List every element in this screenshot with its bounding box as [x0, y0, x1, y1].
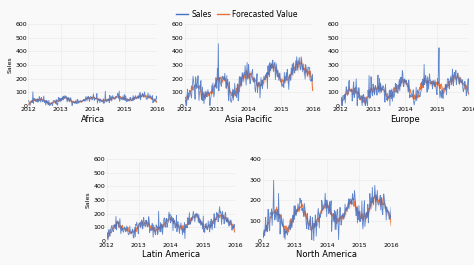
- Y-axis label: Sales: Sales: [86, 192, 91, 209]
- X-axis label: Europe: Europe: [390, 115, 420, 124]
- Legend: Sales, Forecasted Value: Sales, Forecasted Value: [173, 6, 301, 21]
- X-axis label: Latin America: Latin America: [142, 250, 200, 259]
- X-axis label: Asia Pacific: Asia Pacific: [225, 115, 273, 124]
- X-axis label: North America: North America: [296, 250, 357, 259]
- X-axis label: Africa: Africa: [81, 115, 105, 124]
- Y-axis label: Sales: Sales: [8, 56, 12, 73]
